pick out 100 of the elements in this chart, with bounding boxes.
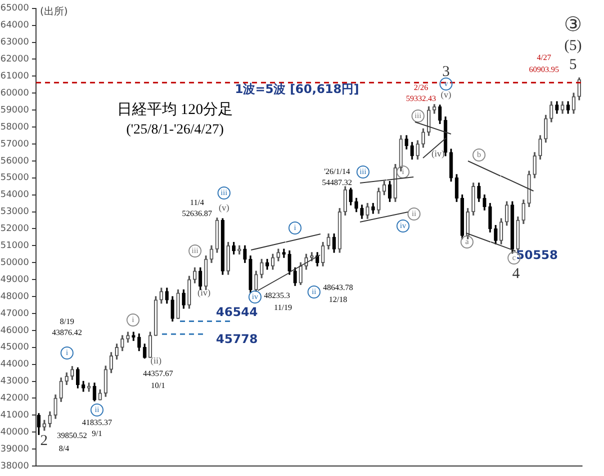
- annotation: (iv): [432, 148, 444, 158]
- candlestick: [572, 92, 576, 114]
- candlestick: [176, 289, 180, 319]
- annotation: 52636.87: [182, 209, 212, 218]
- y-tick-label: 58000: [0, 122, 30, 132]
- candlestick: [404, 135, 408, 150]
- candlestick: [360, 204, 364, 219]
- candlestick: [165, 288, 169, 304]
- candlestick: [321, 242, 325, 266]
- annotation: iv: [400, 221, 406, 230]
- annotation: 59332.43: [406, 94, 436, 104]
- annotation: b: [477, 150, 481, 160]
- annotation: c: [512, 253, 516, 262]
- candlestick: [54, 394, 58, 419]
- candlestick: [87, 382, 91, 392]
- text: ('25/8/1-'26/4/27): [126, 122, 224, 138]
- candlestick: [215, 218, 219, 253]
- candlestick: [566, 101, 570, 114]
- annotation: 5: [569, 56, 577, 73]
- ref-line-label: 45778: [216, 332, 258, 346]
- ref-line-label: 46544: [216, 305, 258, 320]
- annotation: ③: [564, 12, 582, 36]
- candlestick: [293, 267, 297, 286]
- candlestick: [382, 180, 386, 196]
- annotation: i: [402, 167, 405, 176]
- annotation: 54487.32: [322, 178, 352, 188]
- candlestick: [220, 218, 224, 275]
- annotation: v: [444, 79, 448, 88]
- candlestick: [210, 245, 214, 263]
- candlestick: [343, 186, 348, 216]
- annotation: 39850.52: [57, 431, 87, 440]
- ref-line-label: 1波=5波 [60,618円]: [234, 82, 360, 96]
- candlestick: [410, 142, 414, 160]
- y-tick-label: 44000: [0, 360, 30, 370]
- candlestick: [276, 248, 280, 262]
- candlestick: [488, 202, 492, 232]
- candlestick: [154, 296, 158, 336]
- annotation: 11/19: [274, 303, 292, 312]
- candlestick: [482, 194, 486, 210]
- candlestick: [510, 201, 514, 254]
- y-tick-label: 50000: [0, 258, 30, 268]
- annotation: iv: [252, 292, 258, 302]
- candlestick: [421, 128, 426, 148]
- annotation: iii: [192, 246, 200, 256]
- y-tick-label: 48000: [0, 292, 30, 302]
- y-tick-label: 47000: [0, 308, 30, 319]
- annotation: i: [132, 315, 135, 324]
- y-tick-label: 56000: [0, 156, 30, 166]
- candlestick: [494, 225, 498, 244]
- y-tick-label: 41000: [0, 410, 30, 420]
- candlestick: [270, 254, 275, 270]
- annotation: ii: [312, 287, 317, 296]
- annotation: 10/1: [150, 381, 166, 390]
- y-tick-label: 65000: [0, 4, 30, 14]
- annotation: 48643.78: [323, 283, 353, 292]
- candlestick: [288, 250, 292, 275]
- candlestick: [148, 332, 152, 358]
- candlestick: [98, 389, 102, 400]
- text: 日経平均 120分足: [116, 100, 234, 118]
- candlestick: [248, 256, 252, 293]
- annotation: 43876.42: [52, 328, 82, 338]
- candlestick: [454, 174, 458, 202]
- candlestick: [170, 296, 174, 322]
- y-tick-label: 42000: [0, 394, 30, 404]
- annotation: '26/1/14: [324, 167, 350, 176]
- candlestick: [187, 276, 192, 309]
- y-tick-label: 39000: [0, 444, 30, 454]
- candlestick: [282, 248, 286, 258]
- y-tick-label: 45000: [0, 342, 30, 353]
- annotation: ii: [412, 209, 417, 218]
- candlestick: [550, 101, 554, 122]
- y-tick-label: 38000: [0, 461, 30, 472]
- y-tick-label: 54000: [0, 190, 30, 200]
- y-tick-label: 60000: [0, 88, 30, 98]
- annotation: i: [294, 223, 297, 232]
- candlestick: [298, 262, 302, 285]
- candlestick: [204, 256, 208, 290]
- candlestick: [132, 332, 136, 341]
- candlestick: [36, 413, 41, 435]
- annotation: 9/1: [92, 429, 102, 438]
- y-tick-label: 51000: [0, 241, 30, 252]
- annotation: 50558: [516, 248, 558, 262]
- annotation: 60903.95: [529, 65, 559, 74]
- annotation: (v): [218, 202, 230, 212]
- candlestick: [544, 114, 548, 143]
- annotation: 4: [512, 266, 520, 282]
- candlestick: [59, 378, 63, 402]
- candlestick: [522, 200, 526, 224]
- annotation: iii: [220, 188, 228, 198]
- y-tick-label: 55000: [0, 173, 30, 184]
- candlestick: [126, 332, 130, 343]
- annotation: (v): [440, 89, 452, 100]
- candlestick: [137, 333, 141, 352]
- annotation: 8/19: [60, 317, 74, 326]
- candlestick: [504, 201, 509, 226]
- candlestick: [70, 366, 74, 380]
- candlestick: [399, 135, 403, 172]
- y-tick-label: 49000: [0, 274, 30, 285]
- y-tick-label: 46000: [0, 326, 30, 336]
- annotation: ii: [94, 405, 100, 414]
